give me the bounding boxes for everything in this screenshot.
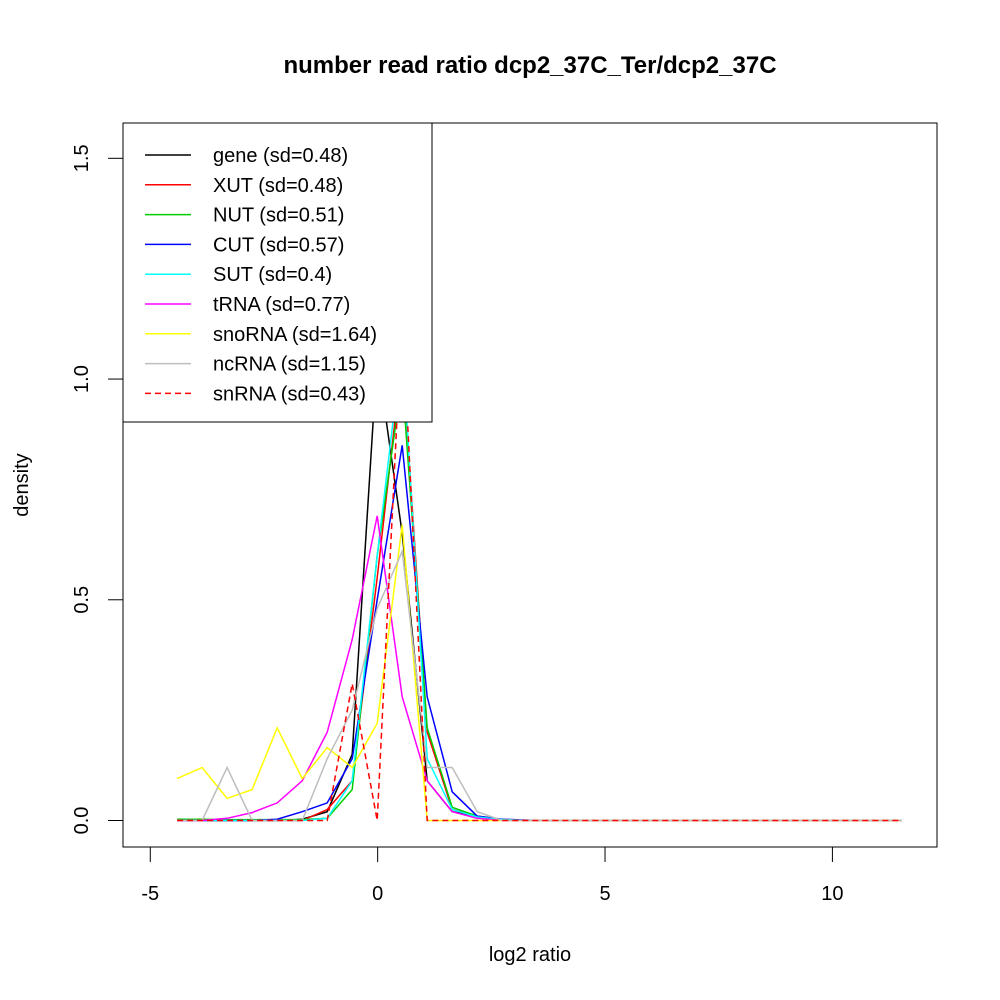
legend-label-4: SUT (sd=0.4) <box>213 264 332 286</box>
x-axis-label: log2 ratio <box>489 944 571 966</box>
series-line-7 <box>177 548 902 822</box>
y-axis-label: density <box>11 453 33 516</box>
x-tick-label: 5 <box>599 883 610 905</box>
legend-label-7: ncRNA (sd=1.15) <box>213 354 366 376</box>
legend-label-8: snRNA (sd=0.43) <box>213 383 366 405</box>
axes: -5 0 5 10 0.0 0.5 1.0 1.5 <box>71 144 844 905</box>
y-tick-label: 0.0 <box>71 807 93 835</box>
series-line-2 <box>177 378 902 822</box>
series-line-5 <box>177 515 902 822</box>
series-line-6 <box>176 524 902 822</box>
legend-label-3: CUT (sd=0.57) <box>213 234 344 256</box>
series-line-8 <box>177 312 902 822</box>
legend-label-6: snoRNA (sd=1.64) <box>213 324 377 346</box>
y-tick-label: 1.0 <box>71 365 93 393</box>
legend-label-5: tRNA (sd=0.77) <box>213 294 350 316</box>
x-tick-label: -5 <box>141 883 159 905</box>
x-tick-label: 10 <box>821 883 843 905</box>
x-tick-label: 0 <box>372 883 383 905</box>
series-line-1 <box>177 356 902 822</box>
chart-title: number read ratio dcp2_37C_Ter/dcp2_37C <box>283 52 776 79</box>
legend-box <box>122 122 433 423</box>
legend: gene (sd=0.48) XUT (sd=0.48) NUT (sd=0.51)… <box>122 122 433 423</box>
legend-label-1: XUT (sd=0.48) <box>213 175 343 197</box>
series-layer <box>176 312 902 822</box>
series-line-0 <box>177 356 902 822</box>
y-tick-label: 1.5 <box>71 144 93 172</box>
legend-label-0: gene (sd=0.48) <box>213 145 348 167</box>
y-tick-label: 0.5 <box>71 586 93 614</box>
legend-label-2: NUT (sd=0.51) <box>213 205 344 227</box>
series-line-3 <box>177 445 902 822</box>
